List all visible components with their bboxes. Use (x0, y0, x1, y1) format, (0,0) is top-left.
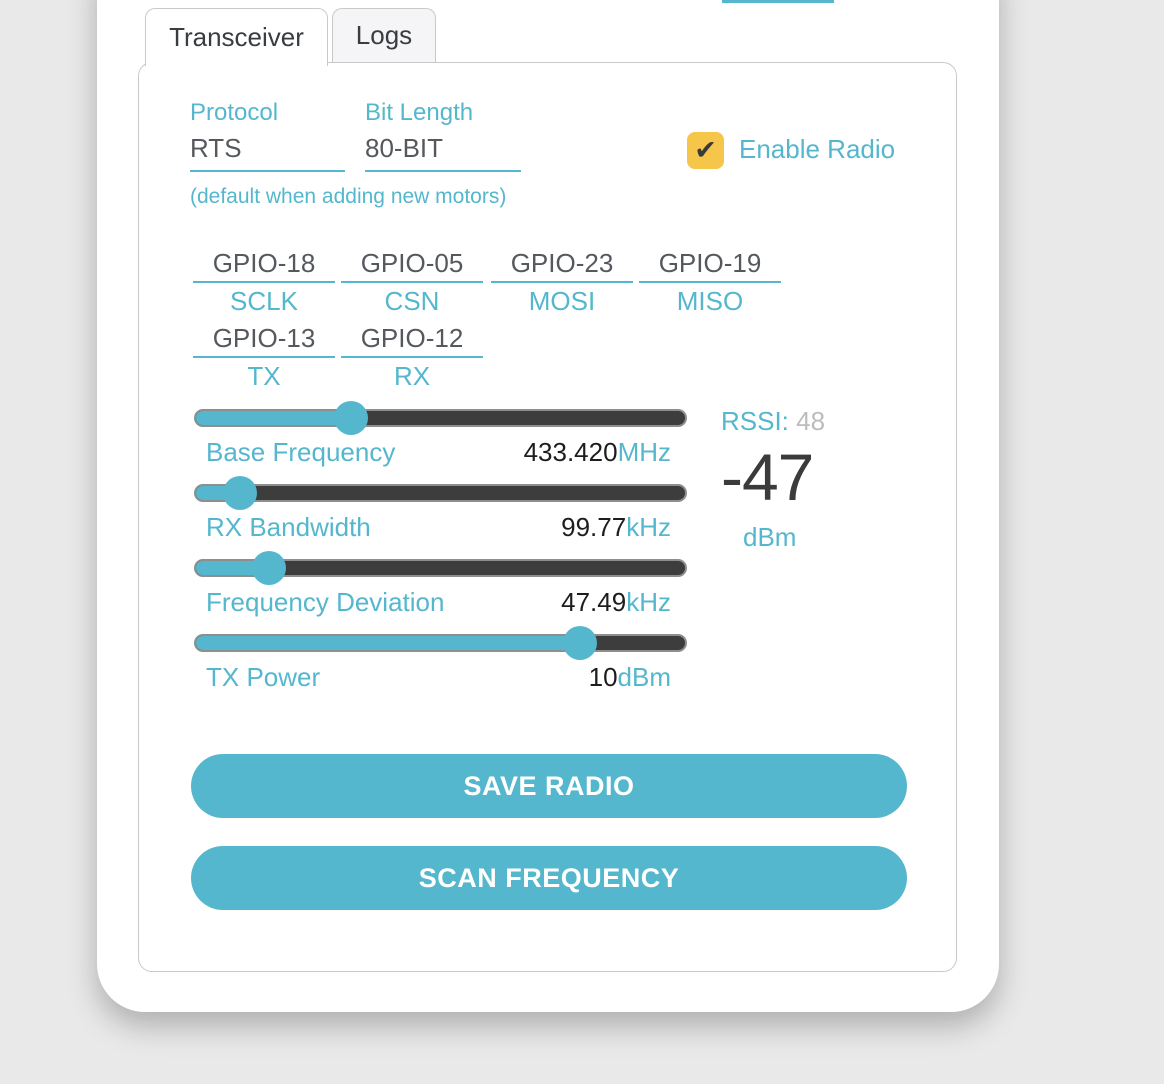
gpio-miso-label: MISO (676, 286, 744, 316)
frequency-deviation-value: 47.49 (561, 587, 627, 617)
tab-logs-label: Logs (355, 20, 413, 50)
base-frequency-unit: MHz (617, 437, 671, 467)
bit-length-select[interactable]: 80-BIT (365, 133, 521, 172)
frequency-deviation-unit: kHz (626, 587, 671, 617)
base-frequency-label: Base Frequency (206, 437, 396, 467)
rssi-unit: dBm (743, 522, 797, 552)
default-note: (default when adding new motors) (190, 185, 507, 208)
enable-radio-checkbox[interactable]: ✔ (687, 132, 724, 169)
frequency-deviation-slider[interactable] (194, 551, 687, 585)
rx-bandwidth-value: 99.77 (561, 512, 627, 542)
slider-fill (196, 411, 351, 425)
gpio-csn-label: CSN (384, 286, 440, 316)
tx-power-label: TX Power (206, 662, 321, 692)
gpio-sclk-input[interactable]: GPIO-18 (193, 245, 335, 283)
protocol-select[interactable]: RTS (190, 133, 345, 172)
settings-card: Transceiver Logs Protocol Bit Length RTS… (97, 0, 999, 1012)
gpio-sclk-label: SCLK (230, 286, 298, 316)
gpio-tx-input[interactable]: GPIO-13 (193, 320, 335, 358)
base-frequency-row: Base Frequency 433.420MHz (206, 437, 671, 467)
enable-radio-label: Enable Radio (739, 134, 896, 164)
rx-bandwidth-label: RX Bandwidth (206, 512, 371, 542)
gpio-pin-sclk: GPIO-18 SCLK (193, 245, 335, 317)
slider-fill (196, 561, 270, 575)
frequency-deviation-row: Frequency Deviation 47.49kHz (206, 587, 671, 617)
gpio-pin-csn: GPIO-05 CSN (341, 245, 483, 317)
rssi-dbm-value: -47 (721, 440, 814, 514)
rx-bandwidth-slider[interactable] (194, 476, 687, 510)
slider-thumb[interactable] (333, 401, 368, 435)
slider-thumb[interactable] (252, 551, 287, 585)
tab-transceiver-label: Transceiver (169, 22, 304, 52)
gpio-pin-mosi: GPIO-23 MOSI (491, 245, 633, 317)
tx-power-row: TX Power 10dBm (206, 662, 671, 692)
save-radio-button[interactable]: SAVE RADIO (191, 754, 907, 818)
tab-transceiver[interactable]: Transceiver (145, 8, 328, 66)
tx-power-value: 10 (588, 662, 618, 692)
cropped-field-underline (722, 0, 834, 3)
base-frequency-slider[interactable] (194, 401, 687, 435)
slider-fill (196, 636, 580, 650)
gpio-pin-tx: GPIO-13 TX (193, 320, 335, 392)
rx-bandwidth-unit: kHz (626, 512, 671, 542)
rssi-label: RSSI: (721, 406, 789, 436)
gpio-rx-label: RX (393, 361, 431, 391)
rx-bandwidth-row: RX Bandwidth 99.77kHz (206, 512, 671, 542)
protocol-label: Protocol (190, 99, 279, 126)
slider-thumb[interactable] (222, 476, 257, 510)
rssi-line: RSSI: 48 (721, 406, 825, 437)
tx-power-unit: dBm (617, 662, 671, 692)
transceiver-panel: Protocol Bit Length RTS 80-BIT (default … (138, 62, 957, 972)
frequency-deviation-label: Frequency Deviation (206, 587, 445, 617)
gpio-csn-input[interactable]: GPIO-05 (341, 245, 483, 283)
gpio-tx-label: TX (247, 361, 281, 391)
checkmark-icon: ✔ (694, 135, 717, 165)
tab-logs[interactable]: Logs (332, 8, 436, 62)
gpio-mosi-input[interactable]: GPIO-23 (491, 245, 633, 283)
gpio-pin-miso: GPIO-19 MISO (639, 245, 781, 317)
base-frequency-value: 433.420 (523, 437, 618, 467)
scan-frequency-button[interactable]: SCAN FREQUENCY (191, 846, 907, 910)
gpio-pin-rx: GPIO-12 RX (341, 320, 483, 392)
gpio-rx-input[interactable]: GPIO-12 (341, 320, 483, 358)
slider-thumb[interactable] (562, 626, 597, 660)
gpio-mosi-label: MOSI (528, 286, 596, 316)
rssi-raw-value: 48 (796, 406, 826, 436)
tx-power-slider[interactable] (194, 626, 687, 660)
gpio-miso-input[interactable]: GPIO-19 (639, 245, 781, 283)
bit-length-label: Bit Length (365, 99, 474, 126)
